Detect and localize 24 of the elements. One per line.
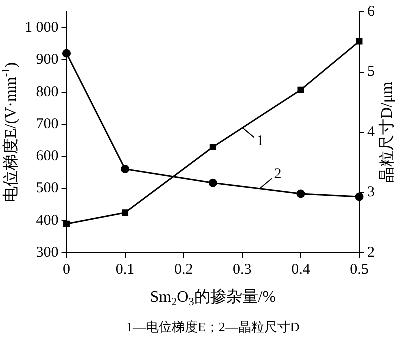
y2-tick-label: 4	[368, 124, 376, 140]
x-tick-label: 0.5	[350, 262, 369, 278]
y-tick-label: 400	[36, 212, 59, 229]
x-tick-label: 0.3	[233, 262, 252, 278]
text: 1—电位梯度E；2—晶粒尺寸D	[126, 319, 300, 334]
x-tick-label: 0	[63, 262, 70, 278]
y-tick-label: 900	[36, 52, 59, 68]
y-tick-label: 800	[36, 84, 59, 100]
y2-tick-label: 5	[368, 64, 375, 80]
y-tick-label: 300	[36, 244, 59, 261]
annotation: 2	[274, 166, 282, 183]
x-tick-label: 0.2	[174, 262, 194, 278]
y-tick-label: 700	[36, 116, 59, 132]
y2-tick-label: 3	[368, 184, 375, 201]
y2-tick-label: 6	[368, 4, 376, 20]
y2-axis-title: 晶粒尺寸D/μm	[378, 81, 396, 184]
x-tick-label: 0.1	[116, 262, 135, 278]
x-tick-label: 0.4	[292, 262, 311, 278]
annotation: 1	[256, 134, 264, 150]
y-tick-label: 600	[36, 148, 59, 165]
y-tick-label: 500	[36, 180, 59, 197]
y-axis-title: 电位梯度E/(V·mm-1)	[0, 62, 20, 202]
y2-tick-label: 2	[368, 244, 375, 261]
y-tick-label: 1 000	[25, 20, 59, 36]
